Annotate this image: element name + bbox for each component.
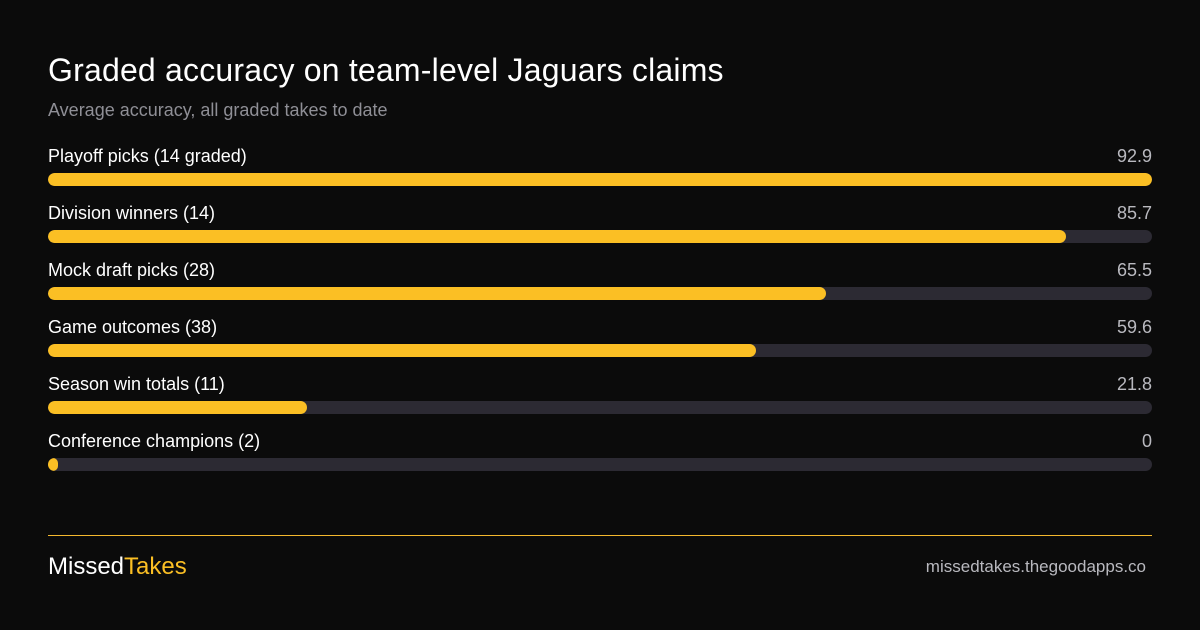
bar-fill	[48, 230, 1066, 243]
footer-divider	[48, 535, 1152, 536]
bar-fill	[48, 344, 756, 357]
bar-value-label: 85.7	[1116, 203, 1152, 223]
bar-fill	[48, 458, 58, 471]
bar-fill	[48, 173, 1152, 186]
chart-title: Graded accuracy on team-level Jaguars cl…	[48, 52, 724, 88]
bar-value-label: 65.5	[1116, 260, 1152, 280]
brand-logo-part-2: Takes	[124, 553, 187, 580]
bar-track	[48, 344, 1152, 357]
brand-logo: MissedTakes	[48, 553, 187, 581]
brand-logo-part-1: Missed	[48, 553, 125, 580]
bar-row: Division winners (14) 85.7	[48, 201, 1152, 258]
bar-value-label: 92.9	[1116, 146, 1152, 166]
bar-fill	[48, 401, 307, 414]
bar-label: Playoff picks (14 graded)	[48, 146, 247, 166]
bar-label: Game outcomes (38)	[48, 317, 218, 337]
site-url: missedtakes.thegoodapps.co	[925, 557, 1146, 576]
chart-card: Graded accuracy on team-level Jaguars cl…	[48, 0, 1152, 630]
bar-row: Game outcomes (38) 59.6	[48, 315, 1152, 372]
bar-label: Conference champions (2)	[48, 431, 261, 451]
bar-value-label: 59.6	[1116, 317, 1152, 337]
bar-row: Conference champions (2) 0	[48, 429, 1152, 486]
bar-label: Division winners (14)	[48, 203, 216, 223]
bar-label: Mock draft picks (28)	[48, 260, 216, 280]
bar-label: Season win totals (11)	[48, 374, 225, 394]
bar-track	[48, 287, 1152, 300]
bar-row: Mock draft picks (28) 65.5	[48, 258, 1152, 315]
bar-row: Season win totals (11) 21.8	[48, 372, 1152, 429]
bar-fill	[48, 287, 826, 300]
bar-track	[48, 458, 1152, 471]
bar-track	[48, 173, 1152, 186]
bar-track	[48, 401, 1152, 414]
bar-row: Playoff picks (14 graded) 92.9	[48, 144, 1152, 201]
bar-track	[48, 230, 1152, 243]
chart-subtitle: Average accuracy, all graded takes to da…	[48, 100, 388, 120]
bar-value-label: 21.8	[1116, 374, 1152, 394]
bar-value-label: 0	[1141, 431, 1152, 451]
bar-rows: Playoff picks (14 graded) 92.9 Division wi…	[48, 144, 1152, 486]
